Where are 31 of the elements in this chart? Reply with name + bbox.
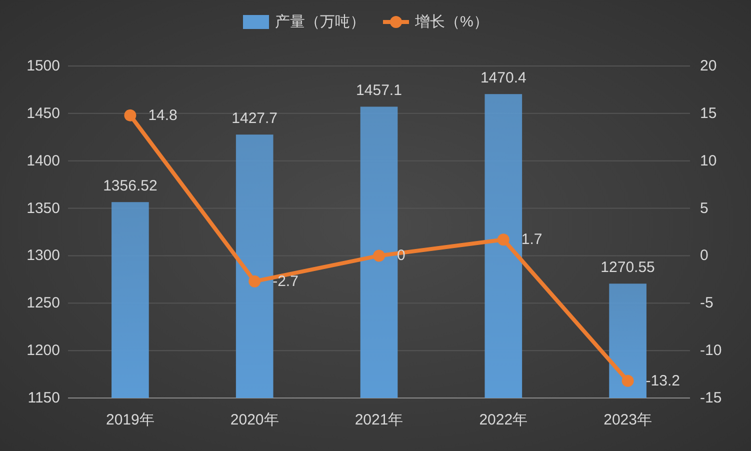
ytick: 1200: [26, 342, 60, 360]
y2tick: 15: [700, 104, 717, 122]
legend: 产量（万吨）: [275, 14, 365, 30]
xtick: 2021年: [354, 412, 404, 428]
label: 1457.1: [356, 82, 402, 100]
label: 1356.52: [103, 178, 158, 195]
xtick: 2019年: [106, 412, 154, 428]
label: 1270.55: [600, 259, 655, 276]
ytick: 1500: [26, 58, 60, 74]
label: 1.7: [521, 231, 542, 248]
y2tick: -10: [700, 342, 722, 360]
ytick: 1350: [26, 200, 60, 217]
y2tick: 10: [700, 152, 717, 170]
legend: 增长（%）: [415, 14, 488, 30]
ytick: 1250: [26, 294, 60, 312]
ytick: 1150: [28, 390, 60, 406]
y2tick: 0: [700, 247, 708, 264]
label: 1470.4: [480, 70, 526, 87]
xtick: 2023年: [604, 412, 652, 428]
y2tick: 5: [700, 200, 708, 217]
label: 1427.7: [232, 110, 278, 128]
ytick: 1450: [26, 104, 60, 122]
label: 14.8: [148, 106, 178, 124]
y2tick: -15: [700, 390, 722, 406]
xtick: 2022年: [479, 412, 528, 428]
ytick: 1400: [26, 152, 60, 170]
y2tick: 20: [700, 58, 717, 74]
y2tick: -5: [700, 294, 714, 312]
xtick: 2020年: [230, 412, 279, 428]
label: -2.7: [272, 272, 298, 290]
ytick: 1300: [26, 247, 60, 264]
